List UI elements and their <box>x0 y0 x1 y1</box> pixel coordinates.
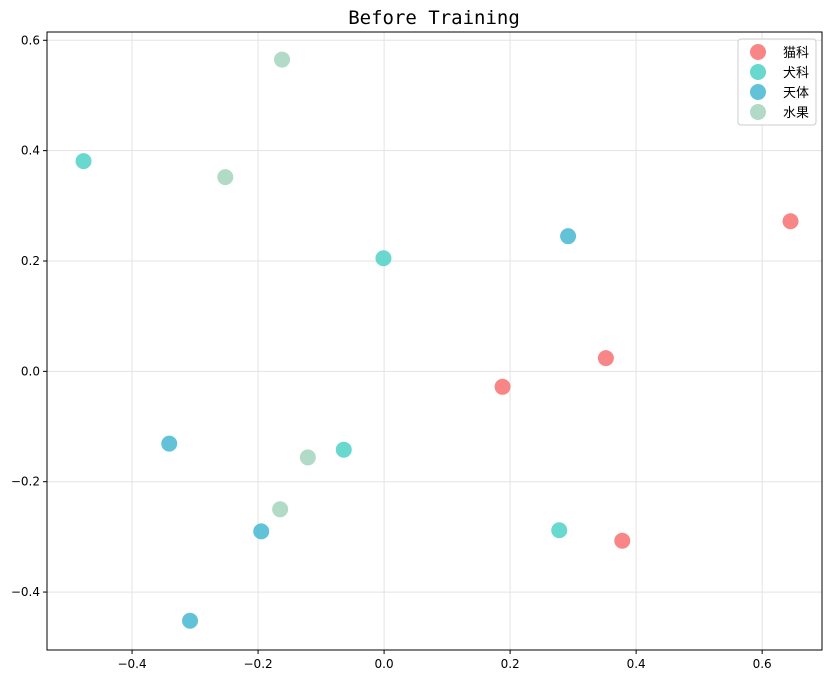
legend-label: 天体 <box>783 86 809 101</box>
data-point-series-4 <box>217 169 234 186</box>
data-point-series-4 <box>274 51 291 68</box>
y-tick-label: −0.4 <box>11 585 40 599</box>
legend-marker <box>750 84 766 100</box>
legend-label: 犬科 <box>783 66 809 81</box>
x-tick-label: −0.4 <box>117 657 146 671</box>
y-tick-label: −0.2 <box>11 475 40 489</box>
y-tick-label: 0.0 <box>21 364 40 378</box>
data-point-series-1 <box>614 532 631 549</box>
data-point-series-3 <box>182 612 199 629</box>
grid <box>47 32 822 650</box>
data-point-series-3 <box>253 523 270 540</box>
chart-title: Before Training <box>348 7 520 29</box>
data-points <box>75 51 799 629</box>
data-point-series-4 <box>299 449 316 466</box>
data-point-series-2 <box>551 522 568 539</box>
x-tick-label: 0.4 <box>627 657 646 671</box>
legend-marker <box>750 104 766 120</box>
y-tick-label: 0.2 <box>21 254 40 268</box>
plot-frame <box>46 31 823 651</box>
x-tick-label: 0.6 <box>753 657 772 671</box>
x-tick-label: 0.2 <box>501 657 520 671</box>
x-tick-label: 0.0 <box>375 657 394 671</box>
legend-label: 猫科 <box>783 46 809 61</box>
data-point-series-3 <box>560 228 577 245</box>
x-tick-label: −0.2 <box>244 657 273 671</box>
data-point-series-1 <box>494 378 511 395</box>
data-point-series-2 <box>335 441 352 458</box>
legend-marker <box>750 44 766 60</box>
data-point-series-1 <box>782 213 799 230</box>
data-point-series-3 <box>161 435 178 452</box>
y-tick-label: 0.6 <box>21 33 40 47</box>
legend-label: 水果 <box>783 106 809 121</box>
axis-ticks: −0.4 −0.2 0.0 0.2 0.4 0.6 −0.4 −0.2 0.0 0.2 0.4 0.6 <box>11 33 772 671</box>
y-tick-label: 0.4 <box>21 144 40 158</box>
data-point-series-2 <box>75 153 92 170</box>
data-point-series-4 <box>272 501 289 518</box>
legend-box <box>737 38 817 126</box>
legend-marker <box>750 64 766 80</box>
data-point-series-1 <box>597 350 614 367</box>
data-point-series-2 <box>375 250 392 267</box>
